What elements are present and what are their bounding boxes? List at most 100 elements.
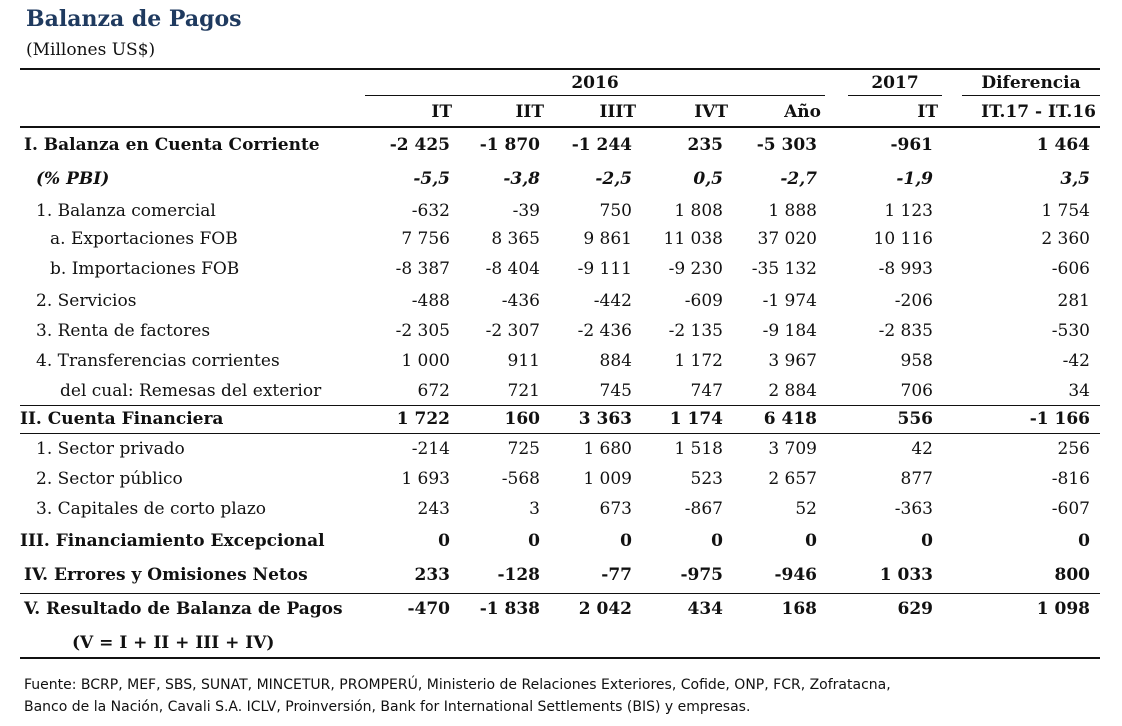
row-value: -2 135 xyxy=(668,321,723,341)
row-value: 8 365 xyxy=(491,229,540,249)
row-value: 1 098 xyxy=(1036,599,1090,619)
row-value: -128 xyxy=(497,565,540,585)
row-label: b. Importaciones FOB xyxy=(50,259,240,279)
row-value: -609 xyxy=(684,291,723,311)
table-row: I. Balanza en Cuenta Corriente -2 425 -1 8… xyxy=(20,130,1100,160)
row-label: 1. Sector privado xyxy=(36,439,185,459)
row-label: (% PBI) xyxy=(36,169,110,189)
col-header-ivt: IVT xyxy=(694,102,728,122)
row-value: -946 xyxy=(774,565,817,585)
row-value: 1 123 xyxy=(884,201,933,221)
row-value: 672 xyxy=(417,381,450,401)
row-value: 1 888 xyxy=(768,201,817,221)
col-header-it: IT xyxy=(431,102,452,122)
table-row: 3. Renta de factores -2 305 -2 307 -2 436 -2… xyxy=(20,316,1100,346)
table-row: 3. Capitales de corto plazo 243 3 673 -867 52… xyxy=(20,494,1100,524)
row-value: 1 174 xyxy=(669,409,723,429)
row-value: -816 xyxy=(1051,469,1090,489)
row-label: del cual: Remesas del exterior xyxy=(60,381,322,401)
row-value: -39 xyxy=(512,201,540,221)
row-value: -5 303 xyxy=(756,135,817,155)
row-value: 0 xyxy=(438,531,450,551)
row-value: 1 172 xyxy=(674,351,723,371)
row-value: 37 020 xyxy=(757,229,817,249)
formula-text: (V = I + II + III + IV) xyxy=(72,633,275,653)
row-value: -2 305 xyxy=(395,321,450,341)
source-line-2: Banco de la Nación, Cavali S.A. ICLV, Pr… xyxy=(24,699,751,715)
header-difference: Diferencia xyxy=(981,73,1081,93)
row-value: -436 xyxy=(501,291,540,311)
row-value: -77 xyxy=(601,565,632,585)
rule-before-resultado xyxy=(20,593,1100,594)
row-value: 725 xyxy=(507,439,540,459)
row-value: 3 967 xyxy=(768,351,817,371)
row-value: 52 xyxy=(795,499,817,519)
row-value: -8 404 xyxy=(485,259,540,279)
row-value: 34 xyxy=(1068,381,1090,401)
table-row: 2. Servicios -488 -436 -442 -609 -1 974 -206 28… xyxy=(20,286,1100,316)
row-value: -206 xyxy=(894,291,933,311)
row-value: 11 038 xyxy=(663,229,723,249)
row-value: -2,7 xyxy=(780,169,817,189)
row-value: 1 722 xyxy=(396,409,450,429)
row-value: 434 xyxy=(687,599,724,619)
row-value: -961 xyxy=(890,135,933,155)
row-value: 877 xyxy=(900,469,933,489)
row-value: 1 000 xyxy=(401,351,450,371)
row-value: -42 xyxy=(1062,351,1090,371)
page-title: Balanza de Pagos xyxy=(26,6,242,32)
row-value: 745 xyxy=(599,381,632,401)
table-row: 1. Balanza comercial -632 -39 750 1 808 1 888… xyxy=(20,196,1100,226)
underline-2017 xyxy=(848,95,942,96)
table-row: 4. Transferencias corrientes 1 000 911 884 1… xyxy=(20,346,1100,376)
row-value: 0 xyxy=(711,531,723,551)
row-label: V. Resultado de Balanza de Pagos xyxy=(24,599,343,619)
table-row: 2. Sector público 1 693 -568 1 009 523 2 657 8… xyxy=(20,464,1100,494)
rule-after-financiera xyxy=(20,433,1100,434)
row-value: 6 418 xyxy=(763,409,817,429)
row-value: 2 360 xyxy=(1041,229,1090,249)
row-value: 10 116 xyxy=(873,229,933,249)
row-value: -9 111 xyxy=(577,259,632,279)
table-row: (% PBI) -5,5 -3,8 -2,5 0,5 -2,7 -1,9 3,5 xyxy=(20,164,1100,194)
row-value: -214 xyxy=(411,439,450,459)
row-value: 3 xyxy=(529,499,540,519)
row-value: 911 xyxy=(507,351,540,371)
row-label: 2. Servicios xyxy=(36,291,137,311)
row-label: II. Cuenta Financiera xyxy=(20,409,224,429)
page-subtitle: (Millones US$) xyxy=(26,40,156,60)
row-value: -442 xyxy=(593,291,632,311)
row-value: -1 974 xyxy=(762,291,817,311)
table-row: II. Cuenta Financiera 1 722 160 3 363 1 174 6… xyxy=(20,404,1100,434)
row-value: 3 709 xyxy=(768,439,817,459)
row-value: 243 xyxy=(417,499,450,519)
row-value: -9 184 xyxy=(762,321,817,341)
header-rule xyxy=(20,126,1100,128)
underline-2016 xyxy=(365,95,825,96)
row-value: 160 xyxy=(504,409,541,429)
row-label: III. Financiamiento Excepcional xyxy=(20,531,325,551)
row-value: 2 884 xyxy=(768,381,817,401)
col-header-iit: IIT xyxy=(515,102,544,122)
row-label: IV. Errores y Omisiones Netos xyxy=(24,565,308,585)
row-value: 2 657 xyxy=(768,469,817,489)
row-value: -530 xyxy=(1051,321,1090,341)
row-value: 1 464 xyxy=(1036,135,1090,155)
row-value: 1 033 xyxy=(879,565,933,585)
row-value: -1 166 xyxy=(1029,409,1090,429)
row-value: -2 425 xyxy=(389,135,450,155)
rule-before-financiera xyxy=(20,405,1100,406)
row-value: -606 xyxy=(1051,259,1090,279)
table-row: 1. Sector privado -214 725 1 680 1 518 3 709 4… xyxy=(20,434,1100,464)
row-value: -488 xyxy=(411,291,450,311)
table-row: del cual: Remesas del exterior 672 721 745 7… xyxy=(20,376,1100,406)
row-value: -470 xyxy=(407,599,450,619)
row-value: 168 xyxy=(781,599,818,619)
row-value: 0 xyxy=(620,531,632,551)
row-value: 7 756 xyxy=(401,229,450,249)
underline-difference xyxy=(962,95,1100,96)
row-value: 706 xyxy=(900,381,933,401)
row-value: -1 838 xyxy=(479,599,540,619)
row-value: -975 xyxy=(680,565,723,585)
row-value: 0 xyxy=(1078,531,1090,551)
